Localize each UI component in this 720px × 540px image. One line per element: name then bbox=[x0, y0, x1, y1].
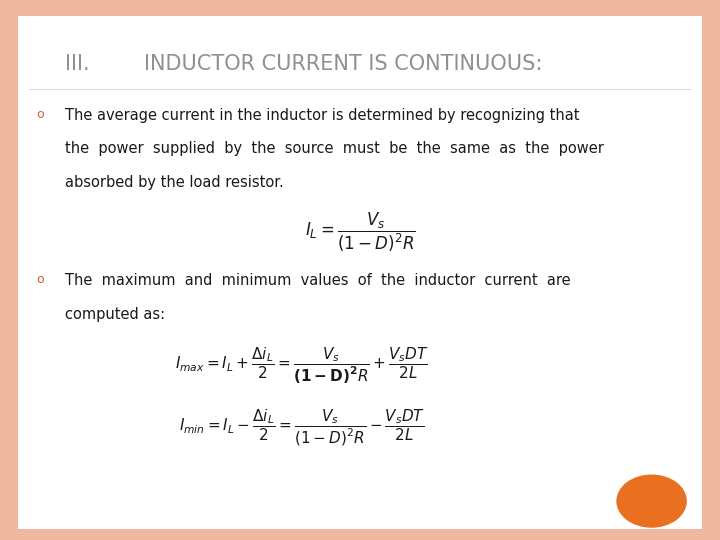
Text: o: o bbox=[36, 273, 43, 286]
Text: o: o bbox=[36, 108, 43, 121]
Circle shape bbox=[617, 475, 686, 527]
Text: III.: III. bbox=[65, 54, 89, 74]
FancyBboxPatch shape bbox=[0, 0, 720, 16]
Text: $I_{min} = I_L - \dfrac{\Delta i_L}{2} = \dfrac{V_s}{(1-D)^2 R} - \dfrac{V_sDT}{: $I_{min} = I_L - \dfrac{\Delta i_L}{2} =… bbox=[179, 408, 426, 448]
Text: INDUCTOR CURRENT IS CONTINUOUS:: INDUCTOR CURRENT IS CONTINUOUS: bbox=[144, 54, 542, 74]
Text: The  maximum  and  minimum  values  of  the  inductor  current  are: The maximum and minimum values of the in… bbox=[65, 273, 570, 288]
Text: absorbed by the load resistor.: absorbed by the load resistor. bbox=[65, 175, 284, 190]
FancyBboxPatch shape bbox=[702, 0, 720, 540]
Text: $I_{max} = I_L + \dfrac{\Delta i_L}{2} = \dfrac{V_s}{\mathbf{(1-D)^2}R} + \dfrac: $I_{max} = I_L + \dfrac{\Delta i_L}{2} =… bbox=[176, 346, 429, 386]
Text: the  power  supplied  by  the  source  must  be  the  same  as  the  power: the power supplied by the source must be… bbox=[65, 141, 603, 157]
Text: computed as:: computed as: bbox=[65, 307, 165, 322]
FancyBboxPatch shape bbox=[0, 529, 720, 540]
Text: The average current in the inductor is determined by recognizing that: The average current in the inductor is d… bbox=[65, 108, 580, 123]
Text: $I_L = \dfrac{V_s}{(1-D)^2R}$: $I_L = \dfrac{V_s}{(1-D)^2R}$ bbox=[305, 211, 415, 254]
FancyBboxPatch shape bbox=[0, 0, 18, 540]
